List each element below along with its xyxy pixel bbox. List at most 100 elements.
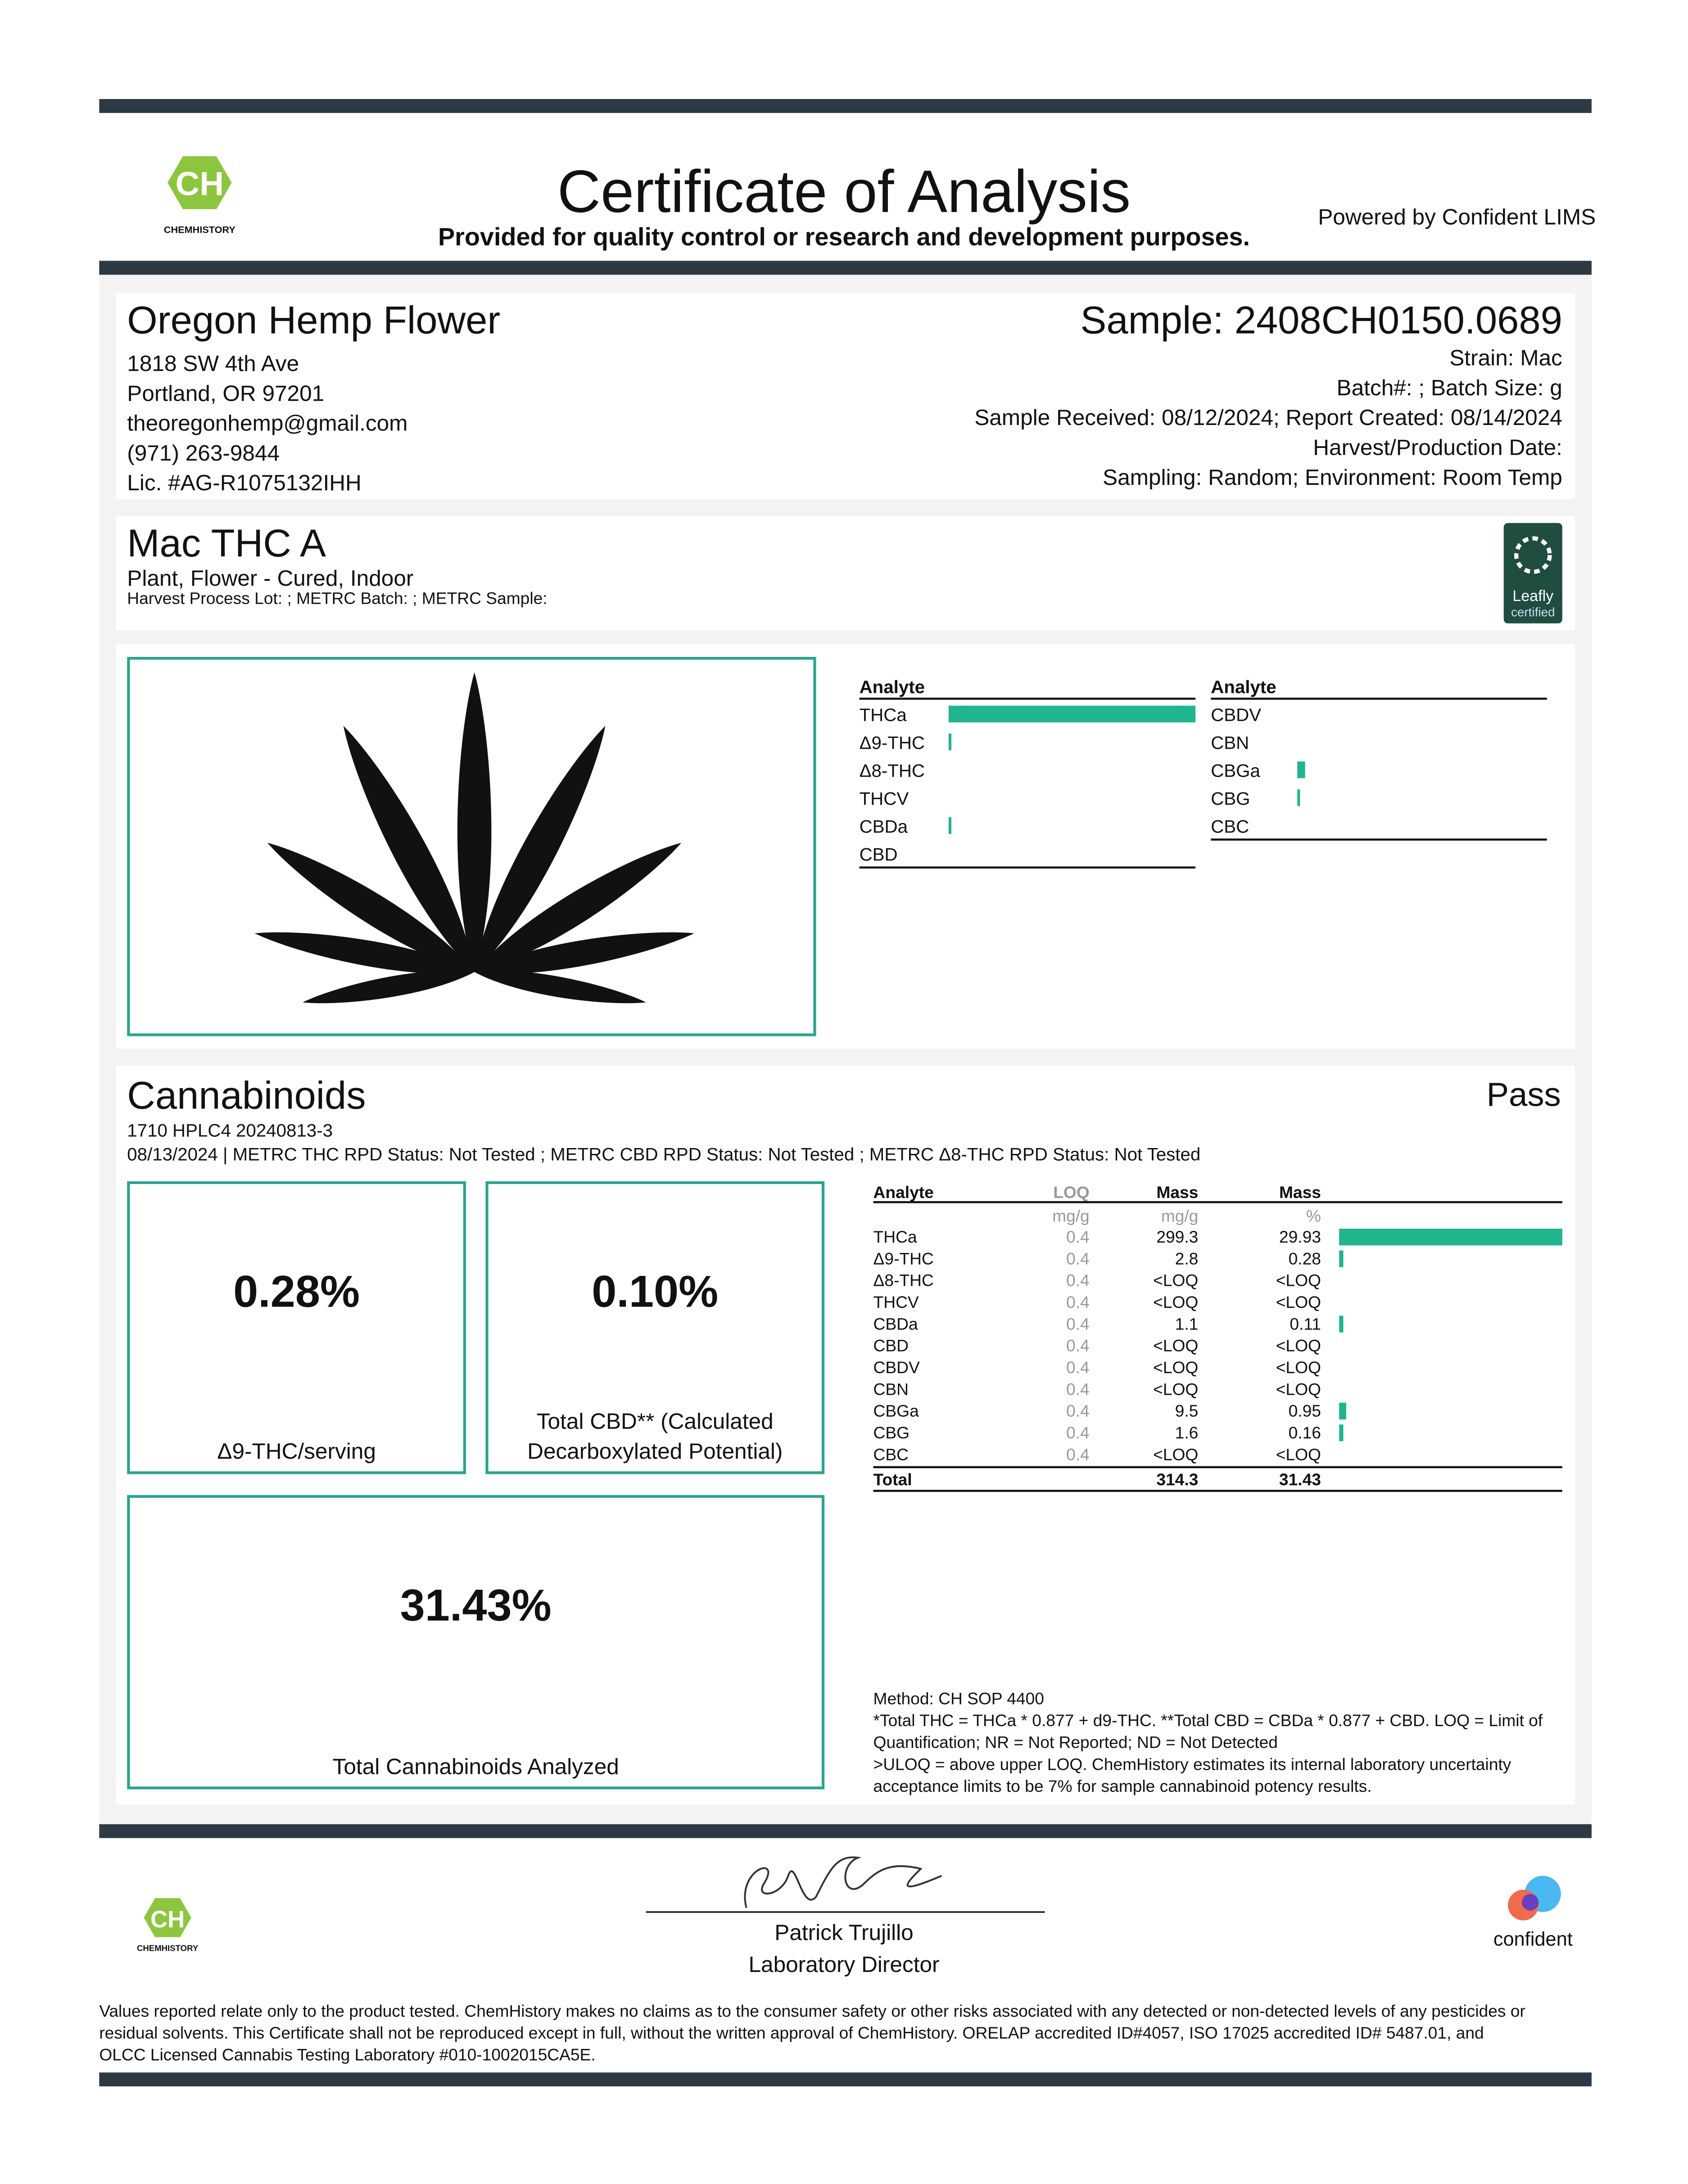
cell: CBGa (873, 1402, 919, 1420)
powered-by: Powered by Confident LIMS (1318, 204, 1596, 230)
disclaimer-line: Values reported relate only to the produ… (99, 2001, 1525, 2020)
logo-dot (1521, 1894, 1539, 1911)
total-cell: Total (873, 1470, 912, 1489)
cell: <LOQ (1153, 1293, 1198, 1311)
client-line: Lic. #AG-R1075132IHH (127, 470, 362, 495)
column-header: Analyte (873, 1183, 934, 1202)
list-analyte: CBN (1211, 733, 1249, 753)
results-table: Analyte LOQ Mass Mass mg/g mg/g % THCa 0.4 299.3 2… (873, 1183, 1562, 1492)
client-info: 1818 SW 4th Ave Portland, OR 97201 theoreg… (127, 351, 407, 495)
logo-hex (167, 156, 232, 209)
cell: CBD (873, 1336, 909, 1355)
cell: <LOQ (1153, 1336, 1198, 1355)
cell: CBDV (873, 1358, 920, 1377)
signer-role: Laboratory Director (748, 1952, 939, 1977)
leaflet (457, 672, 492, 972)
logo-hex (144, 1898, 191, 1937)
list-analyte: CBDa (860, 816, 908, 837)
analyte-lists: Analyte THCa Δ9-THC Δ8-THC THCV CBDa CBD Analyt… (860, 677, 1547, 869)
summary-box (127, 1181, 466, 1474)
cell: 0.4 (1066, 1271, 1090, 1290)
list-bar (948, 733, 952, 751)
cell: <LOQ (1153, 1379, 1198, 1398)
brand: confident (1493, 1928, 1573, 1950)
sample-id: Sample: 2408CH0150.0689 (1081, 298, 1562, 342)
cell: 0.4 (1066, 1423, 1090, 1442)
cell: <LOQ (1153, 1271, 1198, 1290)
leaflet (474, 932, 694, 974)
badge-text: certified (1511, 605, 1555, 619)
cell: 0.4 (1066, 1314, 1090, 1333)
cell: 0.28 (1289, 1249, 1321, 1268)
list-header: Analyte (860, 677, 925, 697)
client-line: 1818 SW 4th Ave (127, 351, 299, 376)
list-analyte: CBDV (1211, 705, 1261, 725)
column-header: Mass (1156, 1183, 1198, 1202)
note-line: *Total THC = THCa * 0.877 + d9-THC. **To… (873, 1711, 1543, 1730)
table-bar (1339, 1229, 1562, 1246)
cell: 0.95 (1289, 1402, 1321, 1420)
total-cell: 31.43 (1279, 1470, 1321, 1489)
summary-box (485, 1181, 825, 1474)
list-analyte: THCa (860, 705, 907, 725)
list-analyte: CBD (860, 844, 898, 864)
cell: <LOQ (1276, 1379, 1321, 1398)
list-analyte: Δ9-THC (860, 733, 925, 753)
summary-label: Total CBD** (Calculated (537, 1409, 774, 1434)
summary-value: 31.43% (400, 1581, 552, 1631)
status: 08/13/2024 | METRC THC RPD Status: Not T… (127, 1144, 1200, 1164)
sample-line: Batch#: ; Batch Size: g (1337, 375, 1562, 400)
cell: 0.4 (1066, 1336, 1090, 1355)
list-analyte: Δ8-THC (860, 760, 925, 781)
cell: 0.4 (1066, 1402, 1090, 1420)
cannabis-leaf (254, 672, 694, 1004)
card (116, 293, 1575, 499)
client-line: Portland, OR 97201 (127, 380, 324, 406)
cell: <LOQ (1276, 1358, 1321, 1377)
logo-mark: CH (176, 165, 224, 203)
run-id: 1710 HPLC4 20240813-3 (127, 1121, 333, 1141)
list-analyte: CBC (1211, 816, 1249, 837)
summary-label: Total Cannabinoids Analyzed (333, 1754, 619, 1779)
sample-info: Strain: Mac Batch#: ; Batch Size: g Sample… (974, 345, 1562, 490)
metrc-info: Harvest Process Lot: ; METRC Batch: ; ME… (127, 588, 547, 607)
cell: 1.1 (1175, 1314, 1199, 1333)
confident-logo: confident (1493, 1876, 1573, 1950)
summary-label: Δ9-THC/serving (217, 1438, 376, 1464)
cell: CBDa (873, 1314, 918, 1333)
cell: 0.4 (1066, 1358, 1090, 1377)
cell: Δ9-THC (873, 1249, 934, 1268)
leaflet (474, 970, 646, 1004)
sample-line: Sampling: Random; Environment: Room Temp (1103, 465, 1562, 490)
cell: 1.6 (1175, 1423, 1199, 1442)
list-bar (1297, 761, 1305, 778)
cell: THCV (873, 1293, 919, 1311)
footer-bg (0, 1838, 1688, 2073)
sample-line: Strain: Mac (1449, 345, 1562, 371)
cell: 0.11 (1290, 1314, 1321, 1333)
cell: 299.3 (1156, 1227, 1198, 1246)
sample-line: Harvest/Production Date: (1313, 434, 1562, 460)
logo-text: CHEMHISTORY (164, 224, 235, 235)
note-line: acceptance limits to be 7% for sample ca… (873, 1777, 1372, 1795)
list-header: Analyte (1211, 677, 1276, 697)
rule (99, 2072, 1592, 2087)
summary: 0.28% Δ9-THC/serving 0.10% Total CBD** (Cal… (127, 1181, 825, 1790)
cell: <LOQ (1153, 1358, 1198, 1377)
list-bar (948, 705, 1196, 723)
cell: Δ8-THC (873, 1271, 934, 1290)
product-name: Mac THC A (127, 521, 326, 565)
summary-value: 0.10% (592, 1267, 718, 1317)
leafly-badge: Leafly certified (1503, 523, 1562, 624)
summary-box (127, 1495, 825, 1790)
cell: <LOQ (1276, 1271, 1321, 1290)
total-cell: 314.3 (1156, 1470, 1198, 1489)
list-analyte: THCV (860, 788, 909, 809)
cell: 29.93 (1279, 1227, 1321, 1246)
sample-line: Sample Received: 08/12/2024; Report Crea… (974, 405, 1562, 430)
summary-value: 0.28% (233, 1267, 360, 1317)
summary-label: Decarboxylated Potential) (527, 1438, 783, 1464)
